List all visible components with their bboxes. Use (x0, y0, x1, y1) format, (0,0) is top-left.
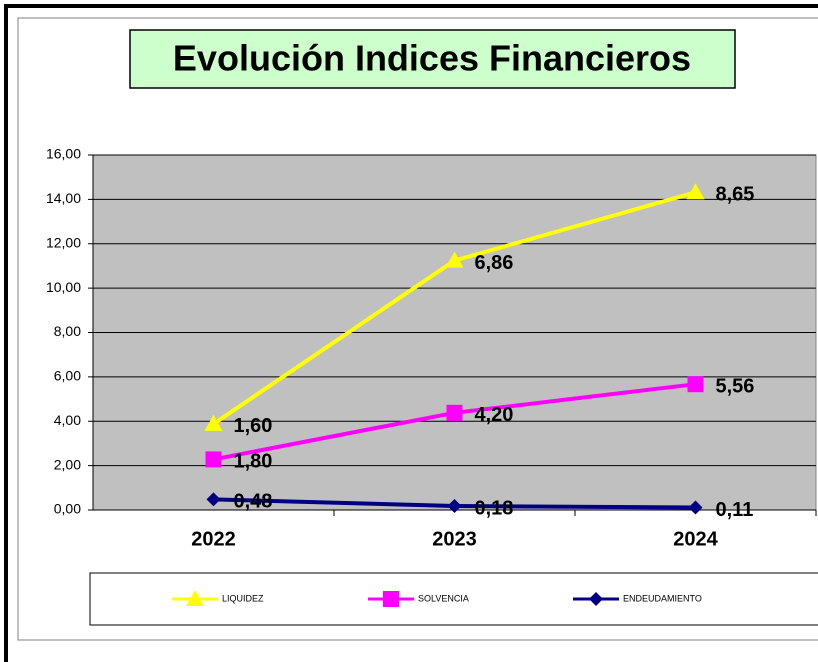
data-point (447, 499, 462, 514)
y-tick-label: 8,00 (54, 323, 81, 339)
legend-label: ENDEUDAMIENTO (623, 593, 702, 603)
y-tick-label: 12,00 (46, 234, 81, 250)
outer-frame (4, 4, 818, 662)
data-label: 1,60 (234, 415, 273, 437)
legend-label: LIQUIDEZ (222, 593, 264, 603)
data-label: 0,11 (716, 499, 754, 521)
x-tick-label: 2022 (191, 528, 236, 550)
chart-title: Evolución Indices Financieros (173, 38, 691, 79)
data-point (688, 500, 703, 515)
legend-marker (186, 590, 204, 606)
x-tick-label: 2024 (673, 528, 718, 550)
data-point (445, 251, 464, 268)
data-label: 6,86 (475, 252, 514, 274)
data-point (446, 404, 463, 421)
data-point (205, 451, 222, 468)
data-point (204, 414, 223, 431)
data-label: 0,48 (234, 491, 273, 513)
y-tick-label: 6,00 (54, 368, 81, 384)
data-label: 5,56 (716, 375, 755, 397)
data-label: 0,18 (475, 497, 514, 519)
y-tick-label: 4,00 (54, 412, 81, 428)
y-tick-label: 2,00 (54, 456, 81, 472)
x-tick-label: 2023 (432, 528, 477, 550)
data-point (687, 376, 704, 393)
legend-marker (383, 591, 399, 607)
data-label: 4,20 (475, 404, 514, 426)
y-tick-label: 14,00 (46, 190, 81, 206)
y-tick-label: 0,00 (54, 501, 81, 517)
data-label: 1,80 (234, 451, 273, 473)
y-tick-label: 16,00 (46, 146, 81, 162)
data-label: 8,65 (716, 184, 755, 206)
data-point (686, 183, 705, 200)
legend-marker (589, 592, 603, 606)
chart-area (17, 17, 818, 641)
y-tick-label: 10,00 (46, 279, 81, 295)
legend-label: SOLVENCIA (418, 593, 469, 603)
data-point (206, 492, 221, 507)
title-box (129, 29, 736, 89)
